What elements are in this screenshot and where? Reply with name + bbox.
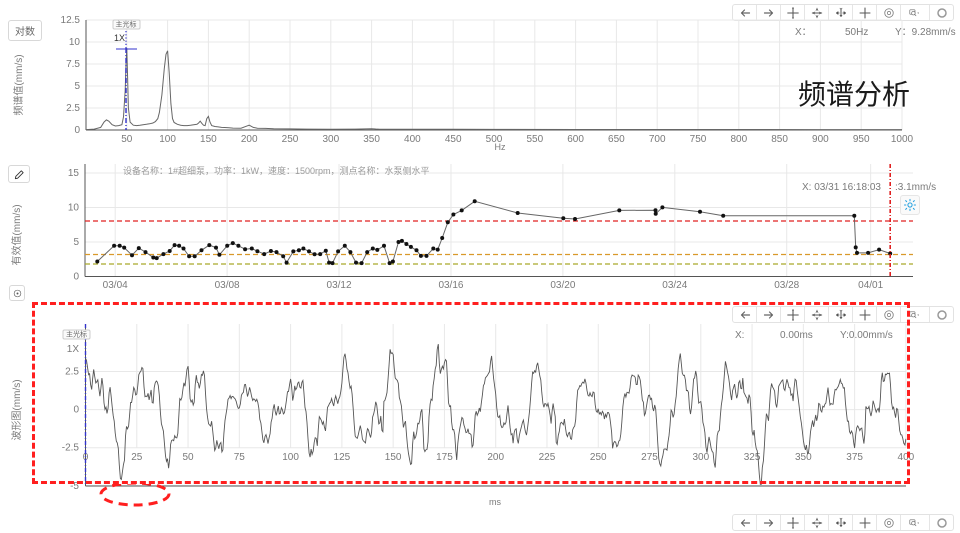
- svg-text:600: 600: [567, 134, 584, 145]
- svg-text:03/04: 03/04: [103, 280, 128, 291]
- svg-text:5: 5: [73, 237, 79, 248]
- svg-text:2.5: 2.5: [65, 367, 79, 378]
- svg-text:350: 350: [363, 134, 380, 145]
- svg-text:03/28: 03/28: [774, 280, 799, 291]
- svg-text:225: 225: [539, 452, 556, 463]
- svg-text:X: 03/31 16:18:03: X: 03/31 16:18:03: [802, 182, 881, 193]
- svg-text:300: 300: [322, 134, 339, 145]
- svg-text:04/01: 04/01: [858, 280, 883, 291]
- svg-text:12.5: 12.5: [61, 15, 81, 26]
- svg-text:400: 400: [898, 452, 915, 463]
- svg-text:ms: ms: [489, 497, 501, 507]
- svg-text:150: 150: [200, 134, 217, 145]
- svg-text:50Hz: 50Hz: [845, 27, 868, 38]
- svg-text:主光标: 主光标: [116, 20, 137, 29]
- svg-text:1000: 1000: [891, 134, 914, 145]
- svg-text:03/08: 03/08: [215, 280, 240, 291]
- svg-text:03/12: 03/12: [327, 280, 352, 291]
- svg-text:7.5: 7.5: [66, 59, 80, 70]
- svg-text:700: 700: [649, 134, 666, 145]
- svg-text:550: 550: [526, 134, 543, 145]
- svg-text:X:: X:: [735, 330, 744, 341]
- svg-text:100: 100: [282, 452, 299, 463]
- svg-text:15: 15: [68, 168, 80, 179]
- svg-text:10: 10: [69, 37, 81, 48]
- svg-text:主光标: 主光标: [66, 330, 87, 339]
- svg-text:-2.5: -2.5: [62, 443, 80, 454]
- svg-text:1X: 1X: [114, 33, 125, 43]
- svg-text:10: 10: [68, 203, 80, 214]
- svg-text:03/16: 03/16: [438, 280, 463, 291]
- svg-text:设备名称：1#超细泵，功率：1kW，速度：1500rpm，测: 设备名称：1#超细泵，功率：1kW，速度：1500rpm，测点名称：水泵侧水平: [123, 165, 430, 176]
- svg-text:50: 50: [182, 452, 194, 463]
- svg-text:0.00ms: 0.00ms: [780, 330, 813, 341]
- svg-text:750: 750: [690, 134, 707, 145]
- svg-text:-5: -5: [70, 481, 79, 492]
- svg-text:X：: X：: [795, 27, 812, 38]
- svg-text:0: 0: [73, 272, 79, 283]
- svg-text:频谱分析: 频谱分析: [798, 79, 910, 110]
- svg-text:175: 175: [436, 452, 453, 463]
- svg-text:有效值(mm/s): 有效值(mm/s): [10, 204, 23, 265]
- svg-text:400: 400: [404, 134, 421, 145]
- svg-text:50: 50: [121, 134, 133, 145]
- svg-text:125: 125: [334, 452, 351, 463]
- svg-text:900: 900: [812, 134, 829, 145]
- svg-text:Hz: Hz: [495, 142, 506, 152]
- svg-text:Y:0.00mm/s: Y:0.00mm/s: [840, 330, 893, 341]
- svg-text:25: 25: [131, 452, 143, 463]
- svg-text:03/24: 03/24: [662, 280, 687, 291]
- svg-text:波形图(mm/s): 波形图(mm/s): [10, 379, 23, 440]
- svg-text:250: 250: [590, 452, 607, 463]
- svg-text:5: 5: [74, 81, 80, 92]
- svg-text:0: 0: [73, 405, 79, 416]
- svg-text:100: 100: [159, 134, 176, 145]
- svg-text:350: 350: [795, 452, 812, 463]
- svg-text:950: 950: [853, 134, 870, 145]
- svg-text:800: 800: [730, 134, 747, 145]
- svg-text:0: 0: [74, 125, 80, 136]
- svg-text:650: 650: [608, 134, 625, 145]
- svg-text:850: 850: [771, 134, 788, 145]
- svg-text::3.1mm/s: :3.1mm/s: [895, 182, 936, 193]
- svg-text:频谱值(mm/s): 频谱值(mm/s): [12, 54, 25, 115]
- svg-text:Y：9.28mm/s: Y：9.28mm/s: [895, 27, 956, 38]
- svg-text:2.5: 2.5: [66, 103, 80, 114]
- svg-text:75: 75: [234, 452, 246, 463]
- svg-text:1X: 1X: [67, 344, 80, 355]
- svg-text:250: 250: [282, 134, 299, 145]
- svg-text:200: 200: [487, 452, 504, 463]
- svg-text:275: 275: [641, 452, 658, 463]
- svg-text:03/20: 03/20: [550, 280, 575, 291]
- svg-text:375: 375: [846, 452, 863, 463]
- svg-text:450: 450: [445, 134, 462, 145]
- svg-text:300: 300: [692, 452, 709, 463]
- svg-text:200: 200: [241, 134, 258, 145]
- svg-text:150: 150: [385, 452, 402, 463]
